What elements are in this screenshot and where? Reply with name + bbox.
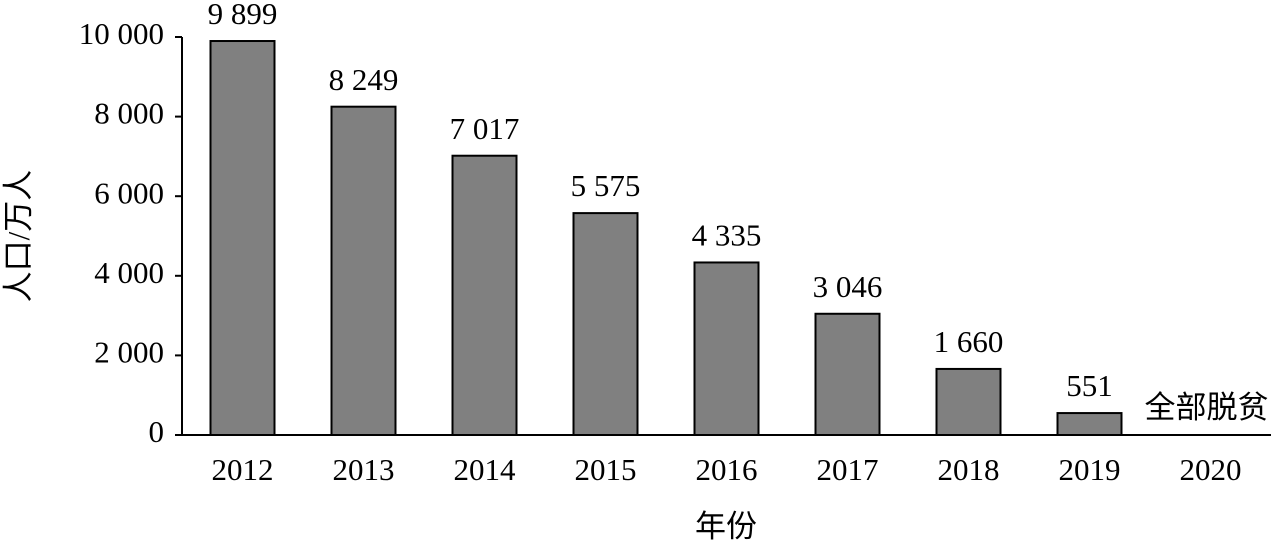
- value-label: 3 046: [813, 269, 883, 304]
- y-tick-label: 4 000: [94, 255, 164, 290]
- y-tick-label: 8 000: [94, 96, 164, 131]
- y-tick-label: 0: [149, 414, 165, 449]
- value-label: 5 575: [571, 168, 641, 203]
- bar: [572, 212, 639, 436]
- value-label: 551: [1066, 368, 1113, 403]
- x-tick-label: 2020: [1180, 452, 1242, 487]
- y-axis-label: 人口/万人: [1, 170, 36, 303]
- x-tick-label: 2015: [575, 452, 637, 487]
- x-tick-label: 2018: [938, 452, 1000, 487]
- value-label: 8 249: [329, 62, 399, 97]
- value-label: 1 660: [934, 324, 1004, 359]
- y-tick-label: 6 000: [94, 175, 164, 210]
- x-tick-label: 2012: [212, 452, 274, 487]
- value-label: 全部脱贫: [1145, 390, 1269, 425]
- y-tick-label: 2 000: [94, 335, 164, 370]
- bar: [1056, 412, 1123, 436]
- x-tick-label: 2014: [454, 452, 517, 487]
- bar: [693, 261, 760, 437]
- bar: [451, 154, 518, 437]
- y-tick-label: 10 000: [79, 16, 164, 51]
- x-tick-label: 2017: [817, 452, 879, 487]
- bar: [330, 105, 397, 437]
- x-tick-label: 2013: [333, 452, 395, 487]
- bar: [209, 40, 276, 436]
- value-label: 4 335: [692, 218, 762, 253]
- bar: [935, 367, 1002, 437]
- x-tick-label: 2019: [1059, 452, 1121, 487]
- value-label: 9 899: [208, 0, 278, 31]
- x-tick-label: 2016: [696, 452, 758, 487]
- bar: [814, 312, 881, 436]
- value-label: 7 017: [450, 111, 520, 146]
- x-axis-label: 年份: [695, 509, 757, 544]
